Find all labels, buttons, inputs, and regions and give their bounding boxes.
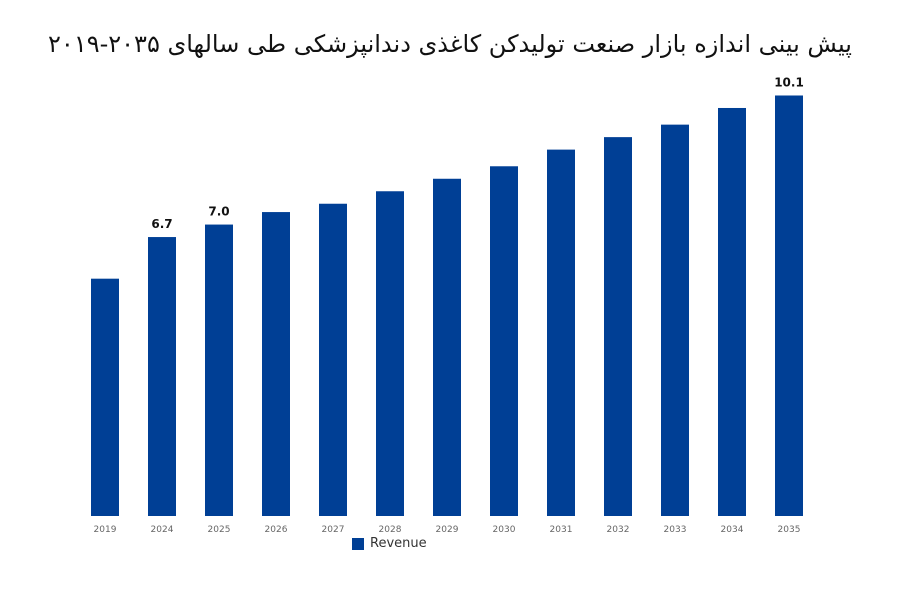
x-tick-2027: 2027: [322, 525, 345, 535]
x-tick-2032: 2032: [607, 525, 630, 535]
bar-2034: [718, 107, 746, 516]
x-tick-2024: 2024: [151, 525, 174, 535]
x-tick-2026: 2026: [265, 525, 288, 535]
x-tick-2030: 2030: [493, 525, 516, 535]
data-label-2035: 10.1: [774, 75, 804, 89]
bar-2031: [547, 149, 575, 516]
x-tick-labels: 2019 2024 2025 2026 2027 2028 2029 2030 2031 2032…: [94, 525, 801, 535]
bar-2026: [262, 212, 290, 516]
bar-2032: [604, 137, 632, 516]
data-label-2025: 7.0: [208, 205, 229, 219]
bar-2027: [319, 203, 347, 516]
bars-layer: [91, 95, 803, 517]
legend-swatch: [352, 537, 364, 550]
x-tick-2019: 2019: [94, 525, 117, 535]
x-tick-2025: 2025: [208, 525, 231, 535]
bar-2030: [490, 166, 518, 516]
data-label-2024: 6.7: [151, 217, 172, 231]
x-tick-2035: 2035: [778, 525, 801, 535]
legend: Revenue: [352, 536, 427, 551]
data-labels-layer: 6.7 7.0 10.1: [151, 75, 803, 231]
x-tick-2029: 2029: [436, 525, 459, 535]
bar-2029: [433, 178, 461, 516]
bar-2019: [91, 278, 119, 516]
bar-2024: [148, 237, 176, 516]
x-tick-2033: 2033: [664, 525, 687, 535]
x-tick-2034: 2034: [721, 525, 744, 535]
bar-2028: [376, 191, 404, 516]
x-tick-2031: 2031: [550, 525, 573, 535]
x-tick-2028: 2028: [379, 525, 402, 535]
legend-label: Revenue: [370, 536, 427, 551]
bar-2033: [661, 124, 689, 516]
bar-2025: [205, 224, 233, 517]
chart-title: پیش بینی اندازه بازار صنعت تولیدکن کاغذی…: [48, 30, 852, 58]
bar-2035: [775, 95, 803, 516]
